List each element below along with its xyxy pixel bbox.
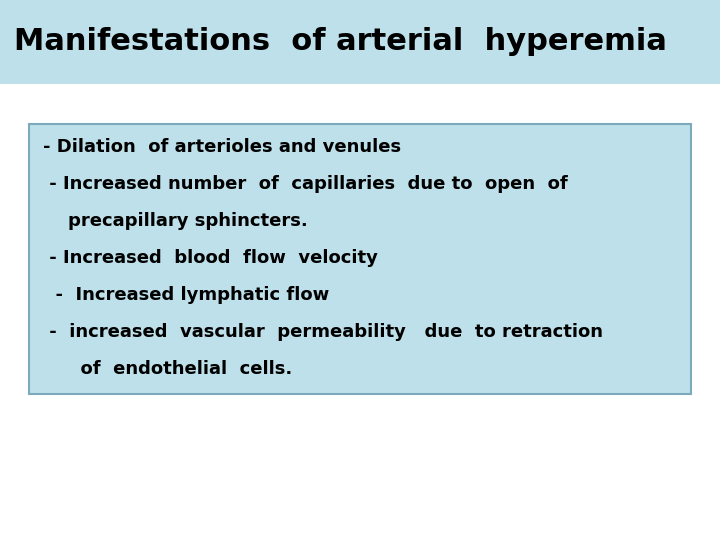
Text: - Increased  blood  flow  velocity: - Increased blood flow velocity — [43, 249, 378, 267]
Text: of  endothelial  cells.: of endothelial cells. — [43, 360, 292, 378]
Text: -  Increased lymphatic flow: - Increased lymphatic flow — [43, 286, 330, 304]
Text: - Increased number  of  capillaries  due to  open  of: - Increased number of capillaries due to… — [43, 175, 568, 193]
Text: Manifestations  of arterial  hyperemia: Manifestations of arterial hyperemia — [14, 28, 667, 56]
Text: precapillary sphincters.: precapillary sphincters. — [43, 212, 308, 230]
Text: - Dilation  of arterioles and venules: - Dilation of arterioles and venules — [43, 138, 401, 156]
Text: -  increased  vascular  permeability   due  to retraction: - increased vascular permeability due to… — [43, 323, 603, 341]
FancyBboxPatch shape — [29, 124, 691, 394]
FancyBboxPatch shape — [0, 84, 720, 540]
